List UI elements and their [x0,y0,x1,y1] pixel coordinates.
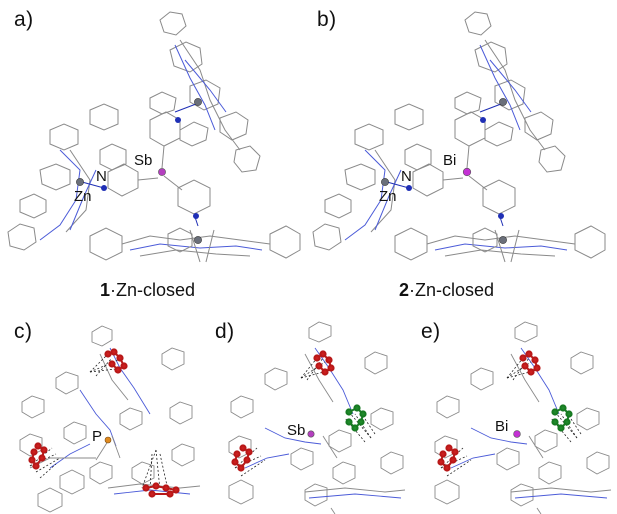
n-atom-left-b [406,185,412,191]
sb-atom-a [158,168,166,176]
zn-atom-left-a [76,178,84,186]
n-atom-left-a [101,185,107,191]
panel-c: c) P [0,318,205,514]
bi-atom-b [462,167,472,177]
panel-d: d) Sb [205,318,411,514]
n-atom-top-a [175,117,181,123]
structure-b [312,11,606,263]
central-atom-label-c: P [92,428,103,445]
caption-text-a: ·Zn-closed [110,280,196,300]
panel-letter-c: c) [14,320,33,343]
nitrogen-label-a: N [96,168,107,185]
sb-atom-d [307,430,315,438]
zinc-label-a: Zn [74,188,92,205]
zn-atom-top-a [194,98,202,106]
zinc-label-b: Zn [379,188,397,205]
central-atom-label-e: Bi [495,418,509,435]
zn-atom-bottom-a [194,236,202,244]
panel-a: a) Sb N Zn 1·Zn-closed [0,0,305,310]
n-atom-top-b [480,117,486,123]
panel-e: e) Bi [411,318,617,514]
nitrogen-label-b: N [401,168,412,185]
zn-atom-left-b [381,178,389,186]
caption-a: 1·Zn-closed [100,280,195,301]
caption-b: 2·Zn-closed [399,280,494,301]
central-atom-label-d: Sb [287,422,306,439]
panel-b: b) Bi N Zn 2·Zn-closed [305,0,617,310]
caption-number-a: 1 [100,280,111,300]
panel-letter-e: e) [421,320,441,343]
p-atom-c [104,436,112,444]
central-atom-label-b: Bi [443,152,457,169]
panel-letter-b: b) [317,8,337,31]
panel-letter-d: d) [215,320,235,343]
zn-atom-top-b [499,98,507,106]
structure-a [7,11,301,263]
caption-number-b: 2 [399,280,410,300]
structure-c [19,325,201,513]
caption-text-b: ·Zn-closed [409,280,495,300]
n-atom-bottom-b [498,213,504,219]
structure-e [434,321,612,514]
zn-atom-bottom-b [499,236,507,244]
n-atom-bottom-a [193,213,199,219]
central-atom-label-a: Sb [134,152,153,169]
bi-atom-e [513,430,521,438]
panel-letter-a: a) [14,8,34,31]
structure-d [228,321,406,514]
